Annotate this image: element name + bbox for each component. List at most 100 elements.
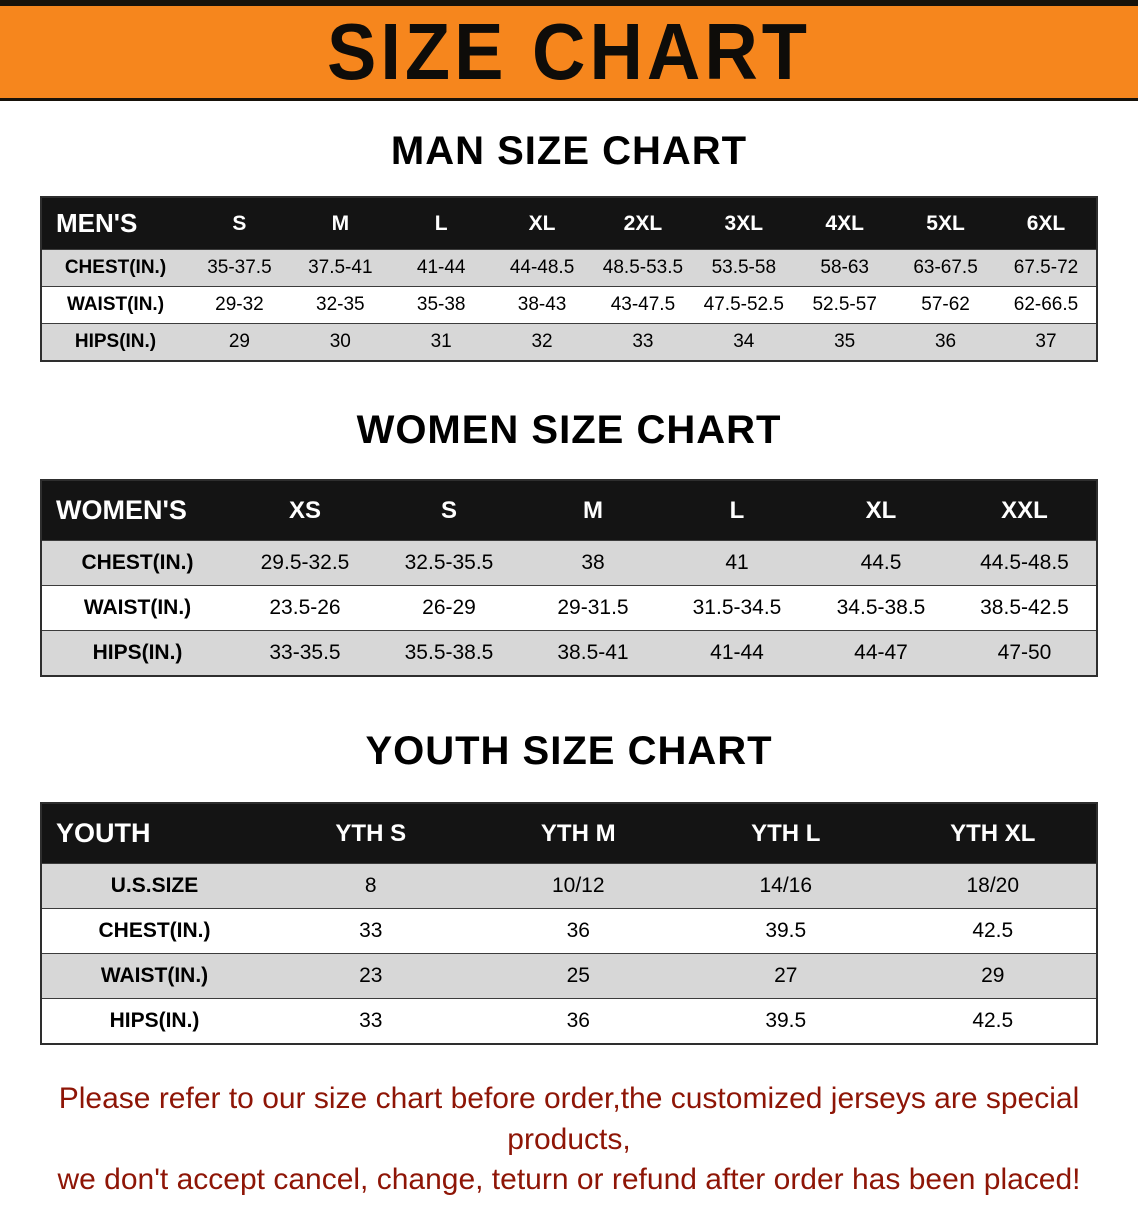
table-title-cell: WOMEN'S bbox=[41, 480, 233, 541]
size-column-header: 2XL bbox=[592, 197, 694, 250]
men-section-heading: MAN SIZE CHART bbox=[390, 129, 748, 173]
size-value-cell: 44-48.5 bbox=[491, 249, 593, 287]
section-men: MAN SIZE CHART MEN'S S M L XL 2XL 3XL 4XL 5XL 6XL… bbox=[0, 129, 1138, 362]
size-column-header: 5XL bbox=[895, 197, 996, 250]
size-value-cell: 25 bbox=[474, 953, 682, 999]
women-section-heading: WOMEN SIZE CHART bbox=[356, 408, 782, 452]
section-women: WOMEN SIZE CHART WOMEN'S XS S M L XL XXL CHEST(… bbox=[0, 408, 1138, 677]
size-value-cell: 35-38 bbox=[390, 286, 492, 324]
size-value-cell: 33 bbox=[267, 998, 475, 1045]
size-value-cell: 32-35 bbox=[289, 286, 391, 324]
size-value-cell: 33-35.5 bbox=[233, 630, 377, 677]
size-row: U.S.SIZE 8 10/12 14/16 18/20 bbox=[41, 863, 1097, 909]
row-label-cell: HIPS(IN.) bbox=[41, 630, 233, 677]
size-value-cell: 38.5-42.5 bbox=[953, 585, 1097, 631]
size-row: WAIST(IN.) 23.5-26 26-29 29-31.5 31.5-34.5 34… bbox=[41, 585, 1097, 631]
size-value-cell: 31 bbox=[390, 323, 492, 362]
size-value-cell: 27 bbox=[682, 953, 890, 999]
table-title-cell: YOUTH bbox=[41, 803, 267, 864]
size-value-cell: 32 bbox=[491, 323, 593, 362]
size-column-header: 6XL bbox=[996, 197, 1097, 250]
size-value-cell: 35.5-38.5 bbox=[377, 630, 521, 677]
row-label-cell: CHEST(IN.) bbox=[41, 908, 267, 954]
size-value-cell: 44.5 bbox=[809, 540, 953, 586]
men-size-table: MEN'S S M L XL 2XL 3XL 4XL 5XL 6XL CHEST(IN.) 35-37… bbox=[40, 196, 1098, 362]
size-row: CHEST(IN.) 35-37.5 37.5-41 41-44 44-48.5 48.5… bbox=[41, 249, 1097, 287]
size-value-cell: 35-37.5 bbox=[189, 249, 290, 287]
section-youth: YOUTH SIZE CHART YOUTH YTH S YTH M YTH L YTH… bbox=[0, 729, 1138, 1045]
size-column-header: YTH XL bbox=[889, 803, 1097, 864]
size-column-header: XXL bbox=[953, 480, 1097, 541]
row-label-cell: HIPS(IN.) bbox=[41, 323, 189, 362]
size-value-cell: 63-67.5 bbox=[895, 249, 996, 287]
size-column-header: L bbox=[665, 480, 809, 541]
row-label-cell: HIPS(IN.) bbox=[41, 998, 267, 1045]
size-value-cell: 37.5-41 bbox=[289, 249, 391, 287]
size-value-cell: 36 bbox=[474, 908, 682, 954]
header-row: WOMEN'S XS S M L XL XXL bbox=[41, 480, 1097, 541]
size-value-cell: 33 bbox=[592, 323, 694, 362]
size-value-cell: 53.5-58 bbox=[693, 249, 795, 287]
youth-size-table: YOUTH YTH S YTH M YTH L YTH XL U.S.SIZE 8 10/12… bbox=[40, 802, 1098, 1045]
size-value-cell: 29 bbox=[889, 953, 1097, 999]
row-label-cell: WAIST(IN.) bbox=[41, 953, 267, 999]
size-column-header: M bbox=[289, 197, 391, 250]
disclaimer-line-2: we don't accept cancel, change, teturn o… bbox=[57, 1163, 1081, 1196]
size-value-cell: 44.5-48.5 bbox=[953, 540, 1097, 586]
banner: SIZE CHART bbox=[0, 0, 1138, 101]
size-value-cell: 26-29 bbox=[377, 585, 521, 631]
size-column-header: 3XL bbox=[693, 197, 795, 250]
size-column-header: S bbox=[377, 480, 521, 541]
size-value-cell: 10/12 bbox=[474, 863, 682, 909]
size-value-cell: 36 bbox=[474, 998, 682, 1045]
size-value-cell: 30 bbox=[289, 323, 391, 362]
size-value-cell: 42.5 bbox=[889, 998, 1097, 1045]
size-column-header: YTH L bbox=[682, 803, 890, 864]
disclaimer-note: Please refer to our size chart before or… bbox=[20, 1079, 1118, 1201]
size-value-cell: 39.5 bbox=[682, 908, 890, 954]
size-column-header: XS bbox=[233, 480, 377, 541]
row-label-cell: WAIST(IN.) bbox=[41, 286, 189, 324]
header-row: MEN'S S M L XL 2XL 3XL 4XL 5XL 6XL bbox=[41, 197, 1097, 250]
size-value-cell: 42.5 bbox=[889, 908, 1097, 954]
size-row: CHEST(IN.) 33 36 39.5 42.5 bbox=[41, 908, 1097, 954]
size-value-cell: 38-43 bbox=[491, 286, 593, 324]
size-value-cell: 29 bbox=[189, 323, 290, 362]
size-column-header: M bbox=[521, 480, 665, 541]
row-label-cell: U.S.SIZE bbox=[41, 863, 267, 909]
size-value-cell: 44-47 bbox=[809, 630, 953, 677]
size-value-cell: 52.5-57 bbox=[794, 286, 896, 324]
size-value-cell: 43-47.5 bbox=[592, 286, 694, 324]
size-value-cell: 36 bbox=[895, 323, 996, 362]
size-value-cell: 23.5-26 bbox=[233, 585, 377, 631]
size-value-cell: 29-31.5 bbox=[521, 585, 665, 631]
size-value-cell: 41 bbox=[665, 540, 809, 586]
size-value-cell: 34 bbox=[693, 323, 795, 362]
size-row: HIPS(IN.) 33-35.5 35.5-38.5 38.5-41 41-44 44-… bbox=[41, 630, 1097, 677]
size-value-cell: 41-44 bbox=[390, 249, 492, 287]
table-title-cell: MEN'S bbox=[41, 197, 189, 250]
disclaimer-line-1: Please refer to our size chart before or… bbox=[58, 1082, 1080, 1156]
size-value-cell: 34.5-38.5 bbox=[809, 585, 953, 631]
size-value-cell: 23 bbox=[267, 953, 475, 999]
size-value-cell: 67.5-72 bbox=[996, 249, 1097, 287]
size-row: WAIST(IN.) 23 25 27 29 bbox=[41, 953, 1097, 999]
size-value-cell: 41-44 bbox=[665, 630, 809, 677]
size-value-cell: 62-66.5 bbox=[996, 286, 1097, 324]
row-label-cell: CHEST(IN.) bbox=[41, 540, 233, 586]
size-value-cell: 38 bbox=[521, 540, 665, 586]
size-value-cell: 37 bbox=[996, 323, 1097, 362]
size-value-cell: 39.5 bbox=[682, 998, 890, 1045]
size-value-cell: 8 bbox=[267, 863, 475, 909]
page-title: SIZE CHART bbox=[327, 6, 811, 97]
youth-section-heading: YOUTH SIZE CHART bbox=[365, 729, 773, 773]
row-label-cell: WAIST(IN.) bbox=[41, 585, 233, 631]
size-value-cell: 14/16 bbox=[682, 863, 890, 909]
size-value-cell: 32.5-35.5 bbox=[377, 540, 521, 586]
size-value-cell: 57-62 bbox=[895, 286, 996, 324]
size-column-header: L bbox=[390, 197, 492, 250]
size-value-cell: 58-63 bbox=[794, 249, 896, 287]
size-value-cell: 47-50 bbox=[953, 630, 1097, 677]
size-value-cell: 48.5-53.5 bbox=[592, 249, 694, 287]
